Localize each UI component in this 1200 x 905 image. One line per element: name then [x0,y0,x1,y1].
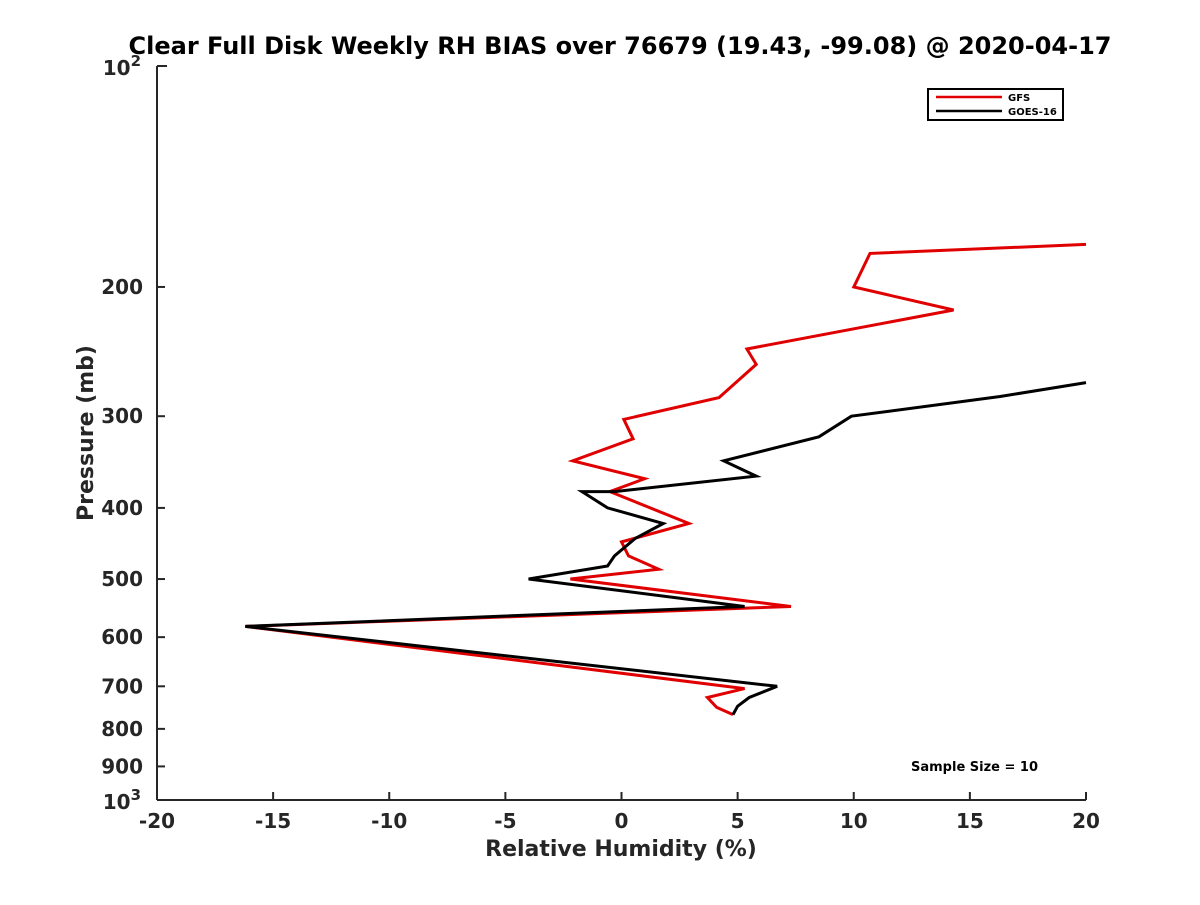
x-tick-label: -15 [255,809,291,833]
y-tick-label: 600 [101,625,143,649]
y-tick-label: 700 [101,674,143,698]
x-axis-label: Relative Humidity (%) [485,837,757,862]
x-tick-label: -10 [371,809,407,833]
series-line-gfs [245,242,1087,716]
x-ticks: -20 -15 -10 -5 0 5 10 15 20 [139,792,1100,833]
y-tick-label: 300 [101,404,143,428]
chart-title: Clear Full Disk Weekly RH BIAS over 7667… [129,32,1112,60]
legend: GFS GOES-16 [927,88,1064,121]
series-layer [245,242,1087,716]
x-tick-label: 15 [956,809,984,833]
legend-box [927,88,1064,121]
y-tick-label: 800 [101,717,143,741]
y-ticks: 200 300 400 500 600 700 800 900 102 103 [101,52,167,814]
x-tick-label: 0 [615,809,629,833]
x-tick-label: 5 [731,809,745,833]
x-tick-label: 20 [1072,809,1100,833]
y-tick-label: 200 [101,275,143,299]
x-tick-label: -5 [494,809,516,833]
legend-label-gfs: GFS [1008,93,1030,104]
y-tick-label: 900 [101,754,143,778]
y-decade-label: 102 [103,52,141,80]
y-axis-label: Pressure (mb) [74,345,99,521]
y-tick-label: 500 [101,567,143,591]
x-tick-label: -20 [139,809,175,833]
x-tick-label: 10 [840,809,868,833]
y-decade-label: 103 [103,786,141,814]
legend-label-goes16: GOES-16 [1008,107,1057,118]
series-line-goes16 [245,381,1087,716]
y-tick-label: 400 [101,496,143,520]
sample-size-annotation: Sample Size = 10 [911,760,1038,775]
plot-area: -20 -15 -10 -5 0 5 10 15 20 200 300 400 500 600 700 80… [101,52,1100,833]
